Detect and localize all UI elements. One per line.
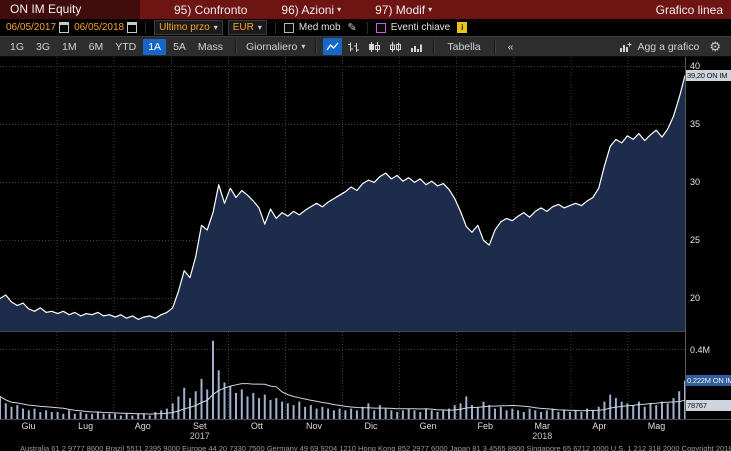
price-tick-label: 30 <box>690 177 701 188</box>
x-axis-month-label: Mar <box>534 421 551 431</box>
date-to-field[interactable]: 06/05/2018 <box>74 22 138 33</box>
x-axis-baseline <box>0 419 731 420</box>
price-tick-label: 35 <box>690 119 701 130</box>
price-source-dropdown[interactable]: Ultimo przo ▾ <box>154 20 223 35</box>
med-mob-label: Med mob <box>298 22 341 33</box>
period-button-1g[interactable]: 1G <box>10 40 25 53</box>
divider <box>493 39 495 54</box>
divider <box>274 21 276 34</box>
period-selector: 1G 3G 1M 6M YTD 1A 5A Mass <box>4 38 229 55</box>
chevron-down-icon: ▾ <box>257 23 262 32</box>
menu-azioni-label: 96) Azioni <box>281 2 335 17</box>
x-axis-month-label: Apr <box>592 421 607 431</box>
add-to-chart-button[interactable]: Agg a grafico <box>619 41 699 53</box>
period-button-3g[interactable]: 3G <box>36 40 51 53</box>
footer-bar: Australia 61 2 9777 8600 Brazil 5511 239… <box>0 445 731 451</box>
hollow-candlestick-icon[interactable] <box>386 38 405 55</box>
x-axis-month-label: Ago <box>134 421 151 431</box>
price-tick-label: 20 <box>690 293 701 304</box>
info-icon[interactable]: i <box>457 22 468 33</box>
settings-gear-icon[interactable]: ⚙ <box>709 39 721 54</box>
volume-bars-icon[interactable] <box>407 38 426 55</box>
x-axis-month-label: Giu <box>21 421 36 431</box>
chevron-down-icon: ▾ <box>213 23 218 32</box>
divider <box>235 39 236 54</box>
frequency-value: Giornaliero <box>246 40 298 53</box>
period-button-1m[interactable]: 1M <box>62 40 77 53</box>
date-to-value: 06/05/2018 <box>74 22 125 33</box>
x-axis-month-label: Dic <box>364 421 378 431</box>
x-axis-year-label: 2018 <box>532 431 553 441</box>
security-ticker[interactable]: ON IM Equity <box>0 0 140 19</box>
date-from-value: 06/05/2017 <box>6 22 57 33</box>
candlestick-icon[interactable] <box>365 38 384 55</box>
volume-last-label: 78767 <box>686 400 731 412</box>
price-tick-label: 40 <box>690 61 701 72</box>
edit-pencil-icon[interactable]: ✎ <box>347 22 357 34</box>
chart-controls-row: 06/05/2017 06/05/2018 Ultimo przo ▾ EUR … <box>0 19 731 36</box>
period-button-6m[interactable]: 6M <box>88 40 104 53</box>
volume-chart-plot[interactable] <box>0 332 685 419</box>
eventi-chiave-label: Eventi chiave <box>390 22 451 33</box>
add-chart-icon <box>620 42 632 52</box>
ohlc-bars-icon[interactable] <box>344 38 363 55</box>
calendar-icon[interactable] <box>127 22 138 33</box>
volume-average-label: 0.222M ON IM <box>686 375 731 387</box>
period-button-5a[interactable]: 5A <box>173 40 186 53</box>
price-source-value: Ultimo przo <box>159 22 210 33</box>
volume-tick-label: 0.4M <box>690 345 711 356</box>
x-axis-month-label: Set <box>193 421 207 431</box>
divider <box>315 39 317 54</box>
period-button-ytd[interactable]: YTD <box>115 40 137 53</box>
tabella-button[interactable]: Tabella <box>447 40 481 53</box>
chevron-down-icon: ▾ <box>337 5 342 14</box>
footer-text: Australia 61 2 9777 8600 Brazil 5511 239… <box>20 445 731 451</box>
chevron-down-icon: ▾ <box>301 42 306 51</box>
collapse-button[interactable]: « <box>507 40 514 53</box>
menu-confronto[interactable]: 95) Confronto <box>174 3 247 17</box>
period-button-1a[interactable]: 1A <box>143 38 167 55</box>
chart-toolbar: 1G 3G 1M 6M YTD 1A 5A Mass Giornaliero ▾ Tabell… <box>0 36 731 57</box>
menu-azioni[interactable]: 96) Azioni ▾ <box>281 3 341 17</box>
x-axis-month-label: Lug <box>78 421 94 431</box>
pane-divider <box>0 331 731 332</box>
currency-value: EUR <box>232 22 254 33</box>
menu-modif[interactable]: 97) Modif ▾ <box>375 3 432 17</box>
currency-dropdown[interactable]: EUR ▾ <box>227 20 267 35</box>
x-axis-month-label: Mag <box>647 421 666 431</box>
divider <box>145 21 147 34</box>
menu-confronto-label: 95) Confronto <box>174 2 248 17</box>
toolbar-right-group: Agg a grafico ⚙ <box>619 40 727 53</box>
x-axis-month-label: Gen <box>419 421 437 431</box>
x-axis-labels: Giu Lug Ago Set Ott Nov Dic Gen Feb Mar Apr Mag 2017… <box>0 420 685 445</box>
price-chart-plot[interactable] <box>0 57 685 331</box>
last-price-label: 39,20 ON IM <box>686 69 731 81</box>
x-axis-month-label: Feb <box>477 421 493 431</box>
eventi-chiave-checkbox[interactable] <box>375 22 386 33</box>
med-mob-checkbox[interactable] <box>283 22 294 33</box>
period-button-mass[interactable]: Mass <box>197 40 223 53</box>
price-tick-label: 25 <box>690 235 701 246</box>
price-axis: 39,20 ON IM 0.222M ON IM 78767 20 25 30 35 4… <box>685 57 731 419</box>
window-title: Grafico linea <box>655 2 723 17</box>
x-axis-month-label: Nov <box>305 421 322 431</box>
x-axis-month-label: Ott <box>250 421 263 431</box>
date-from-field[interactable]: 06/05/2017 <box>6 22 70 33</box>
chevron-down-icon: ▾ <box>428 5 433 14</box>
line-chart-icon[interactable] <box>323 38 343 55</box>
x-axis-year-label: 2017 <box>189 431 210 441</box>
add-to-chart-label: Agg a grafico <box>637 40 700 53</box>
divider <box>366 21 368 34</box>
calendar-icon[interactable] <box>59 22 70 33</box>
frequency-dropdown[interactable]: Giornaliero ▾ <box>242 39 309 55</box>
top-menu-bar: ON IM Equity 95) Confronto 96) Azioni ▾ … <box>0 0 731 19</box>
menu-modif-label: 97) Modif <box>375 2 426 17</box>
divider <box>433 39 435 54</box>
